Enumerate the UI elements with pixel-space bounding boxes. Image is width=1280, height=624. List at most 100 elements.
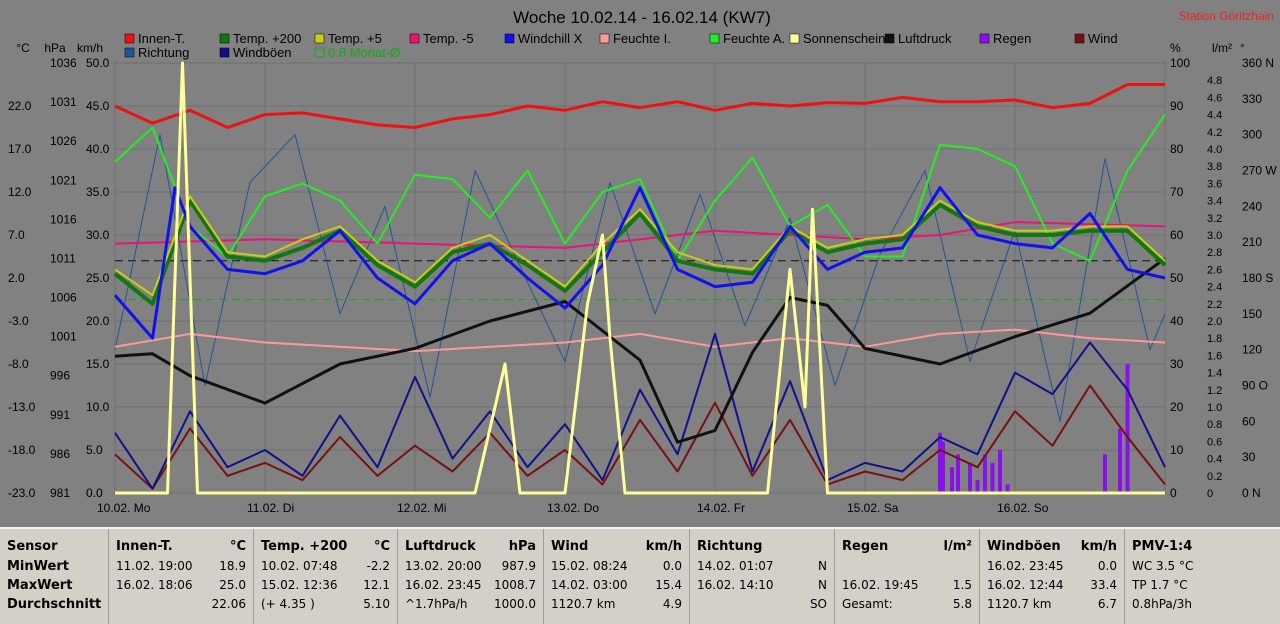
- speed-tick-label: 50.0: [86, 56, 110, 70]
- pressure-tick-label: 981: [50, 486, 70, 500]
- percent-tick-label: 30: [1170, 357, 1184, 371]
- rain-tick-label: 1.2: [1207, 385, 1222, 397]
- legend-swatch: [124, 33, 135, 44]
- table-cell-label: MinWert: [7, 559, 69, 574]
- rain-tick-label: 4.0: [1207, 144, 1222, 156]
- table-column: Windböen km/h 16.02. 23:45 0.0 16.02. 12:44 3…: [979, 529, 1125, 624]
- speed-tick-label: 40.0: [86, 142, 110, 156]
- table-header-unit: km/h: [1080, 539, 1117, 554]
- legend-label: Feuchte A.: [723, 31, 785, 46]
- table-cell-row: 16.02. 12:44 33.4: [987, 578, 1117, 592]
- rain-tick-label: 3.6: [1207, 178, 1222, 190]
- percent-tick-label: 100: [1170, 56, 1190, 70]
- table-header-label: Wind: [551, 539, 589, 554]
- table-cell-label: 13.02. 20:00: [405, 559, 482, 573]
- legend-label: Wind: [1088, 31, 1118, 46]
- table-column: Richtung 14.02. 01:07 N 16.02. 14:10 N SO: [689, 529, 835, 624]
- series-line: [114, 195, 1166, 297]
- table-header: Luftdruck hPa: [405, 539, 536, 555]
- speed-tick-label: 25.0: [86, 271, 110, 285]
- table-header: Regen l/m²: [842, 539, 972, 555]
- rain-bar: [1125, 364, 1130, 493]
- legend-swatch: [219, 47, 230, 58]
- temp-tick-label: -13.0: [8, 400, 36, 414]
- direction-tick-label: 120: [1242, 343, 1262, 357]
- legend-swatch: [709, 33, 720, 44]
- table-cell-value: 25.0: [219, 578, 246, 592]
- rain-bar: [941, 441, 945, 493]
- direction-tick-label: 0 N: [1242, 486, 1261, 500]
- legend-swatch: [789, 33, 800, 44]
- percent-tick-label: 50: [1170, 271, 1184, 285]
- chart-title: Woche 10.02.14 - 16.02.14 (KW7): [513, 8, 771, 27]
- table-header-unit: l/m²: [943, 539, 972, 554]
- table-cell-row: 22.06: [116, 597, 246, 611]
- pressure-tick-label: 1006: [50, 291, 77, 305]
- legend-swatch: [219, 33, 230, 44]
- table-cell-row: Gesamt: 5.8: [842, 597, 972, 611]
- percent-tick-label: 70: [1170, 185, 1184, 199]
- table-header-label: Richtung: [697, 539, 763, 554]
- rain-bar: [1005, 484, 1010, 493]
- rain-bar: [950, 467, 954, 493]
- pressure-tick-label: 1021: [50, 173, 77, 187]
- direction-tick-label: 180 S: [1242, 271, 1273, 285]
- table-header: PMV-1:4: [1132, 539, 1273, 555]
- temp-tick-label: -3.0: [8, 314, 29, 328]
- table-header-label: Temp. +200: [261, 539, 348, 554]
- rain-bar: [998, 450, 1002, 493]
- rain-bar: [968, 462, 972, 493]
- rain-bar: [1118, 428, 1122, 493]
- table-cell-value: 5.10: [363, 597, 390, 611]
- table-cell-label: 16.02. 19:45: [842, 578, 919, 592]
- series-line: [113, 198, 1167, 306]
- table-cell-row: WC 3.5 °C: [1132, 559, 1273, 573]
- table-column: PMV-1:4 WC 3.5 °C TP 1.7 °C 0.8hPa/3h: [1124, 529, 1280, 624]
- pressure-tick-label: 1026: [50, 134, 77, 148]
- direction-tick-label: 360 N: [1242, 56, 1274, 70]
- table-cell-value: 12.1: [363, 578, 390, 592]
- legend-swatch: [1074, 33, 1085, 44]
- direction-tick-label: 330: [1242, 92, 1262, 106]
- rain-tick-label: 3.0: [1207, 230, 1222, 242]
- legend-swatch: [884, 33, 895, 44]
- legend-label: Regen: [993, 31, 1031, 46]
- table-cell-row: MinWert: [7, 559, 100, 574]
- table-cell-label: 15.02. 08:24: [551, 559, 628, 573]
- table-cell-value: 22.06: [211, 597, 246, 611]
- table-cell-value: N: [818, 559, 827, 573]
- table-cell-value: 1000.0: [494, 597, 536, 611]
- legend-swatch: [314, 33, 325, 44]
- table-header: Temp. +200 °C: [261, 539, 390, 555]
- table-cell-row: 1120.7 km 6.7: [987, 597, 1117, 611]
- table-cell-row: 0.8hPa/3h: [1132, 597, 1273, 611]
- table-header-label: Regen: [842, 539, 889, 554]
- pressure-tick-label: 1011: [50, 251, 76, 265]
- table-cell-label: 10.02. 07:48: [261, 559, 338, 573]
- table-cell-row: (+ 4.35 ) 5.10: [261, 597, 390, 611]
- legend-label: Temp. -5: [423, 31, 474, 46]
- rain-tick-label: 3.8: [1207, 161, 1222, 173]
- axis-unit: %: [1170, 41, 1181, 55]
- table-header-label: Windböen: [987, 539, 1061, 554]
- table-header: Richtung: [697, 539, 827, 555]
- station-name: Station Göritzhain: [1179, 9, 1274, 23]
- table-cell-label: 16.02. 23:45: [987, 559, 1064, 573]
- speed-tick-label: 30.0: [86, 228, 110, 242]
- series-layer: [113, 61, 1167, 495]
- legend-swatch: [979, 33, 990, 44]
- table-header-unit: km/h: [645, 539, 682, 554]
- rain-tick-label: 4.4: [1207, 110, 1222, 122]
- table-cell-row: TP 1.7 °C: [1132, 578, 1273, 592]
- legend-label: Windchill X: [518, 31, 583, 46]
- rain-tick-label: 0.2: [1207, 471, 1222, 483]
- table-cell-value: 33.4: [1090, 578, 1117, 592]
- legend-label: Temp. +200: [233, 31, 301, 46]
- percent-tick-label: 90: [1170, 99, 1184, 113]
- pressure-tick-label: 1001: [50, 330, 77, 344]
- table-cell-row: 15.02. 12:36 12.1: [261, 578, 390, 592]
- legend-label: Sonnenschein: [803, 31, 885, 46]
- x-tick-label: 10.02. Mo: [97, 501, 151, 515]
- table-cell-value: SO: [809, 597, 827, 611]
- table-header-label: Innen-T.: [116, 539, 173, 554]
